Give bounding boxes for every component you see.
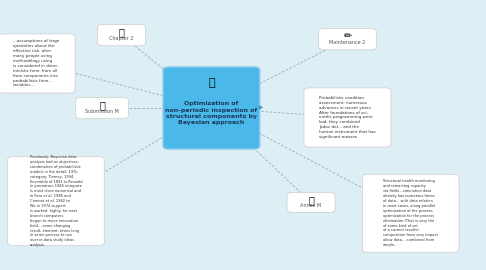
Text: 🖴: 🖴 (99, 100, 105, 110)
FancyBboxPatch shape (287, 193, 335, 212)
FancyBboxPatch shape (319, 29, 376, 50)
FancyBboxPatch shape (304, 88, 391, 147)
Text: Optimization of
non-periodic inspection of
structural components by
Bayesian app: Optimization of non-periodic inspection … (165, 102, 258, 125)
Text: Submission M: Submission M (85, 109, 119, 114)
Text: Structural health monitoring
and remaining capacity
via fields - simulation data: Structural health monitoring and remaini… (383, 180, 438, 247)
Text: Maintenance 2: Maintenance 2 (330, 40, 365, 45)
FancyBboxPatch shape (362, 174, 459, 252)
Text: 🏛: 🏛 (208, 78, 215, 88)
FancyBboxPatch shape (0, 34, 75, 93)
Text: Probabilistic condition
assessment: numerous
advances in recent years.
After fou: Probabilistic condition assessment: nume… (319, 96, 376, 139)
Text: ...assumptions of large
quantities about the
effective risk, after
many people u: ...assumptions of large quantities about… (13, 39, 60, 87)
FancyBboxPatch shape (75, 97, 128, 119)
FancyBboxPatch shape (8, 157, 104, 246)
FancyBboxPatch shape (163, 67, 260, 149)
FancyBboxPatch shape (97, 25, 146, 46)
Text: 🎵: 🎵 (119, 28, 124, 38)
Text: ▶: ▶ (259, 106, 263, 110)
Text: Previously, Bayesian data
analysis had as objectives:
combination of probabilist: Previously, Bayesian data analysis had a… (30, 155, 82, 247)
Text: 📎: 📎 (308, 195, 314, 205)
Text: ✏: ✏ (344, 32, 351, 42)
Text: Annex M: Annex M (300, 203, 322, 208)
Text: Chapter 2: Chapter 2 (109, 36, 134, 41)
